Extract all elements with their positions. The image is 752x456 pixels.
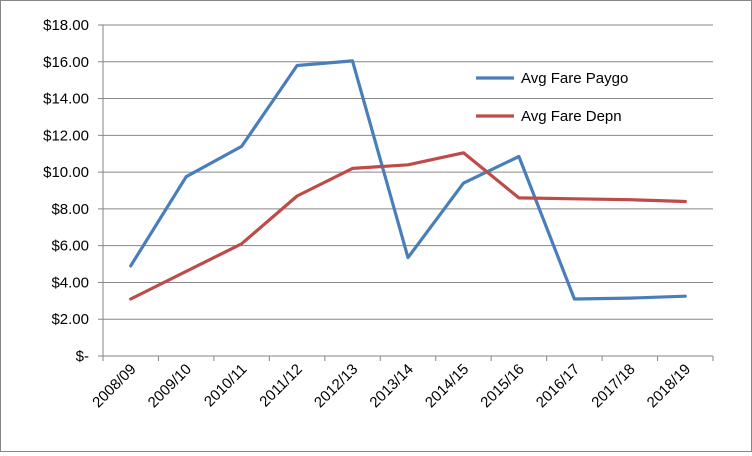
x-tick-label-2: 2010/11: [201, 361, 251, 411]
y-tick-label-3: $6.00: [51, 238, 89, 255]
legend-label-1: Avg Fare Depn: [521, 108, 622, 125]
x-tick-label-7: 2015/16: [477, 361, 527, 411]
x-tick-label-10: 2018/19: [644, 361, 694, 411]
y-tick-label-5: $10.00: [43, 164, 89, 181]
y-tick-label-4: $8.00: [51, 201, 89, 218]
series-lines: [131, 61, 686, 299]
series-line-1: [131, 153, 686, 299]
y-tick-label-7: $14.00: [43, 91, 89, 108]
x-tick-label-6: 2014/15: [422, 361, 472, 411]
series-line-0: [131, 61, 686, 299]
x-tick-label-5: 2013/14: [366, 361, 416, 411]
y-tick-label-0: $-: [76, 348, 89, 365]
x-tick-label-1: 2009/10: [145, 361, 195, 411]
x-tick-label-9: 2017/18: [588, 361, 638, 411]
legend: Avg Fare Paygo Avg Fare Depn: [476, 70, 628, 125]
y-tick-label-8: $16.00: [43, 54, 89, 71]
y-tick-label-9: $18.00: [43, 17, 89, 34]
y-axis-ticks: $- $2.00 $4.00 $6.00 $8.00 $10.00 $12.00 $14.00…: [43, 17, 89, 365]
y-tick-label-1: $2.00: [51, 311, 89, 328]
x-tick-label-0: 2008/09: [89, 361, 139, 411]
x-tick-label-4: 2012/13: [311, 361, 361, 411]
y-tick-label-2: $4.00: [51, 274, 89, 291]
legend-label-0: Avg Fare Paygo: [521, 70, 628, 87]
x-tick-label-8: 2016/17: [533, 361, 583, 411]
x-tick-label-3: 2011/12: [256, 361, 306, 411]
y-tick-label-6: $12.00: [43, 127, 89, 144]
